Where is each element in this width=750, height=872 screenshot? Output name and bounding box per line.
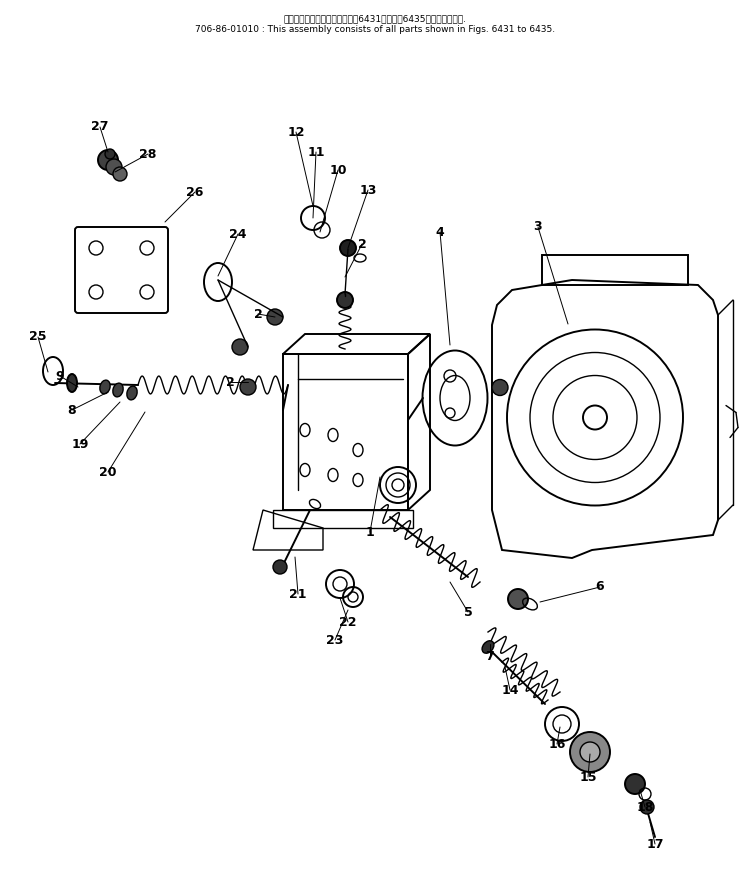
- Circle shape: [106, 159, 122, 175]
- Ellipse shape: [112, 383, 123, 397]
- Text: 706-86-01010 : This assembly consists of all parts shown in Figs. 6431 to 6435.: 706-86-01010 : This assembly consists of…: [195, 25, 555, 34]
- Text: 1: 1: [366, 526, 374, 539]
- Text: 28: 28: [140, 147, 157, 160]
- Circle shape: [337, 292, 353, 308]
- Text: 19: 19: [71, 438, 88, 451]
- Text: このアセンブリの構成部品は第6431図から第6435図まで含みます.: このアセンブリの構成部品は第6431図から第6435図まで含みます.: [284, 14, 466, 23]
- Text: 26: 26: [186, 186, 204, 199]
- Text: 21: 21: [290, 588, 307, 601]
- Text: 20: 20: [99, 466, 117, 479]
- Text: 2: 2: [254, 308, 262, 321]
- Circle shape: [580, 742, 600, 762]
- Text: 13: 13: [359, 183, 376, 196]
- Text: 14: 14: [501, 684, 519, 697]
- Circle shape: [640, 800, 654, 814]
- Circle shape: [340, 240, 356, 256]
- Text: 6: 6: [596, 581, 604, 594]
- Circle shape: [105, 149, 115, 159]
- Circle shape: [240, 379, 256, 395]
- Circle shape: [570, 732, 610, 772]
- Text: 18: 18: [636, 800, 654, 814]
- Text: 24: 24: [230, 228, 247, 241]
- Ellipse shape: [100, 380, 110, 394]
- Text: 2: 2: [226, 376, 234, 389]
- Text: 12: 12: [287, 126, 304, 139]
- Text: 23: 23: [326, 633, 344, 646]
- Circle shape: [113, 167, 127, 181]
- Text: 11: 11: [308, 146, 325, 159]
- Ellipse shape: [127, 386, 137, 400]
- Text: 7: 7: [486, 651, 494, 664]
- Text: 16: 16: [548, 738, 566, 751]
- Text: 9: 9: [56, 370, 64, 383]
- Ellipse shape: [67, 374, 77, 392]
- Text: 25: 25: [29, 330, 46, 344]
- Text: 22: 22: [339, 616, 357, 629]
- Text: 10: 10: [329, 164, 346, 176]
- Circle shape: [267, 309, 283, 325]
- Text: 3: 3: [534, 221, 542, 234]
- Text: 17: 17: [646, 837, 664, 850]
- Circle shape: [98, 150, 118, 170]
- Circle shape: [625, 774, 645, 794]
- Text: 5: 5: [464, 605, 472, 618]
- Circle shape: [508, 589, 528, 609]
- Ellipse shape: [482, 641, 494, 653]
- Text: 15: 15: [579, 771, 597, 784]
- Circle shape: [232, 339, 248, 355]
- Text: 8: 8: [68, 404, 76, 417]
- Circle shape: [273, 560, 287, 574]
- Text: 2: 2: [358, 237, 366, 250]
- Text: 4: 4: [436, 226, 444, 239]
- Circle shape: [492, 379, 508, 396]
- Text: 27: 27: [92, 120, 109, 133]
